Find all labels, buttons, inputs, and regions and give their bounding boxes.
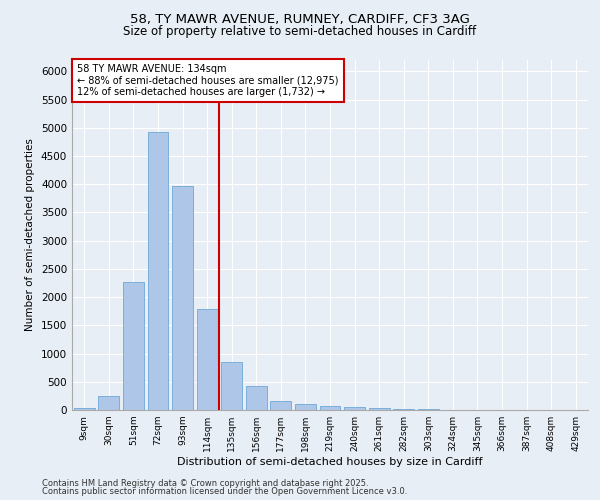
Bar (98, 396, 119, 410)
Y-axis label: Number of semi-detached properties: Number of semi-detached properties (25, 138, 35, 332)
Bar (368, 408, 389, 410)
Bar (320, 406, 340, 410)
Bar (148, 132, 169, 410)
Text: 58, TY MAWR AVENUE, RUMNEY, CARDIFF, CF3 3AG: 58, TY MAWR AVENUE, RUMNEY, CARDIFF, CF3… (130, 12, 470, 26)
X-axis label: Distribution of semi-detached houses by size in Cardiff: Distribution of semi-detached houses by … (177, 457, 483, 467)
Bar (393, 409, 414, 410)
Bar (221, 362, 242, 410)
Bar (246, 386, 267, 410)
Text: Size of property relative to semi-detached houses in Cardiff: Size of property relative to semi-detach… (124, 25, 476, 38)
Text: 58 TY MAWR AVENUE: 134sqm
← 88% of semi-detached houses are smaller (12,975)
12%: 58 TY MAWR AVENUE: 134sqm ← 88% of semi-… (77, 64, 338, 96)
Bar (271, 400, 292, 410)
Bar (197, 309, 218, 410)
Bar (295, 404, 316, 410)
Bar (123, 282, 144, 410)
Text: Contains public sector information licensed under the Open Government Licence v3: Contains public sector information licen… (42, 487, 407, 496)
Bar (344, 407, 365, 410)
Bar (418, 409, 439, 410)
Bar (172, 186, 193, 410)
Text: Contains HM Land Registry data © Crown copyright and database right 2025.: Contains HM Land Registry data © Crown c… (42, 478, 368, 488)
Bar (74, 408, 95, 410)
